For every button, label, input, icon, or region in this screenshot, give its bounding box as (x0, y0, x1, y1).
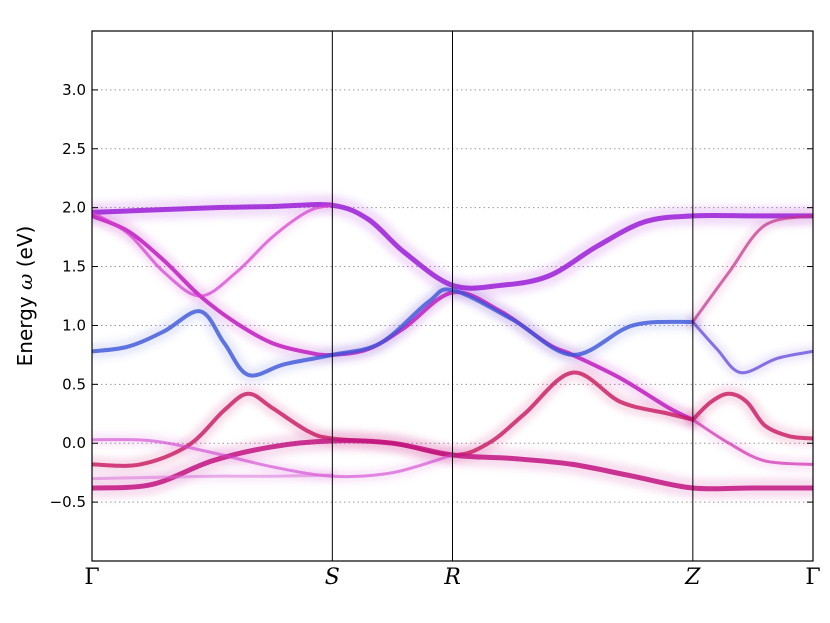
x-tick-label: S (325, 565, 340, 590)
y-tick-label: 1.0 (62, 316, 86, 334)
y-axis: −0.5 0.0 0.5 1.0 1.5 2.0 2.5 3.0 (50, 81, 813, 511)
y-tick-label: 0.5 (62, 375, 86, 393)
y-tick-label: 1.5 (62, 258, 86, 276)
kpoint-lines (331, 31, 694, 561)
y-axis-label: Energy ω (eV) (13, 226, 37, 367)
y-axis-label-unit: (eV) (13, 226, 37, 274)
band-line-4 (691, 320, 813, 375)
y-tick-label: 2.5 (62, 140, 86, 158)
x-tick-label: Z (684, 565, 701, 590)
band-line-10 (92, 438, 454, 479)
y-tick-label: 2.0 (62, 199, 86, 217)
y-tick-label: 0.0 (62, 434, 86, 452)
x-tick-label: Γ (84, 565, 99, 590)
plot-frame (91, 30, 814, 562)
band-line-5 (691, 214, 813, 324)
band-line-3 (92, 287, 695, 378)
band-line-8 (691, 418, 813, 466)
band-line-11 (92, 473, 334, 481)
x-tick-label: Γ (805, 565, 820, 590)
band-line-7 (690, 391, 813, 441)
y-tick-label: 3.0 (62, 81, 86, 99)
band-line-2 (92, 203, 334, 298)
y-tick-label: −0.5 (50, 493, 86, 511)
y-axis-label-text: Energy (13, 290, 37, 366)
y-axis-label-symbol: ω (13, 274, 37, 290)
x-tick-label: R (443, 565, 461, 590)
